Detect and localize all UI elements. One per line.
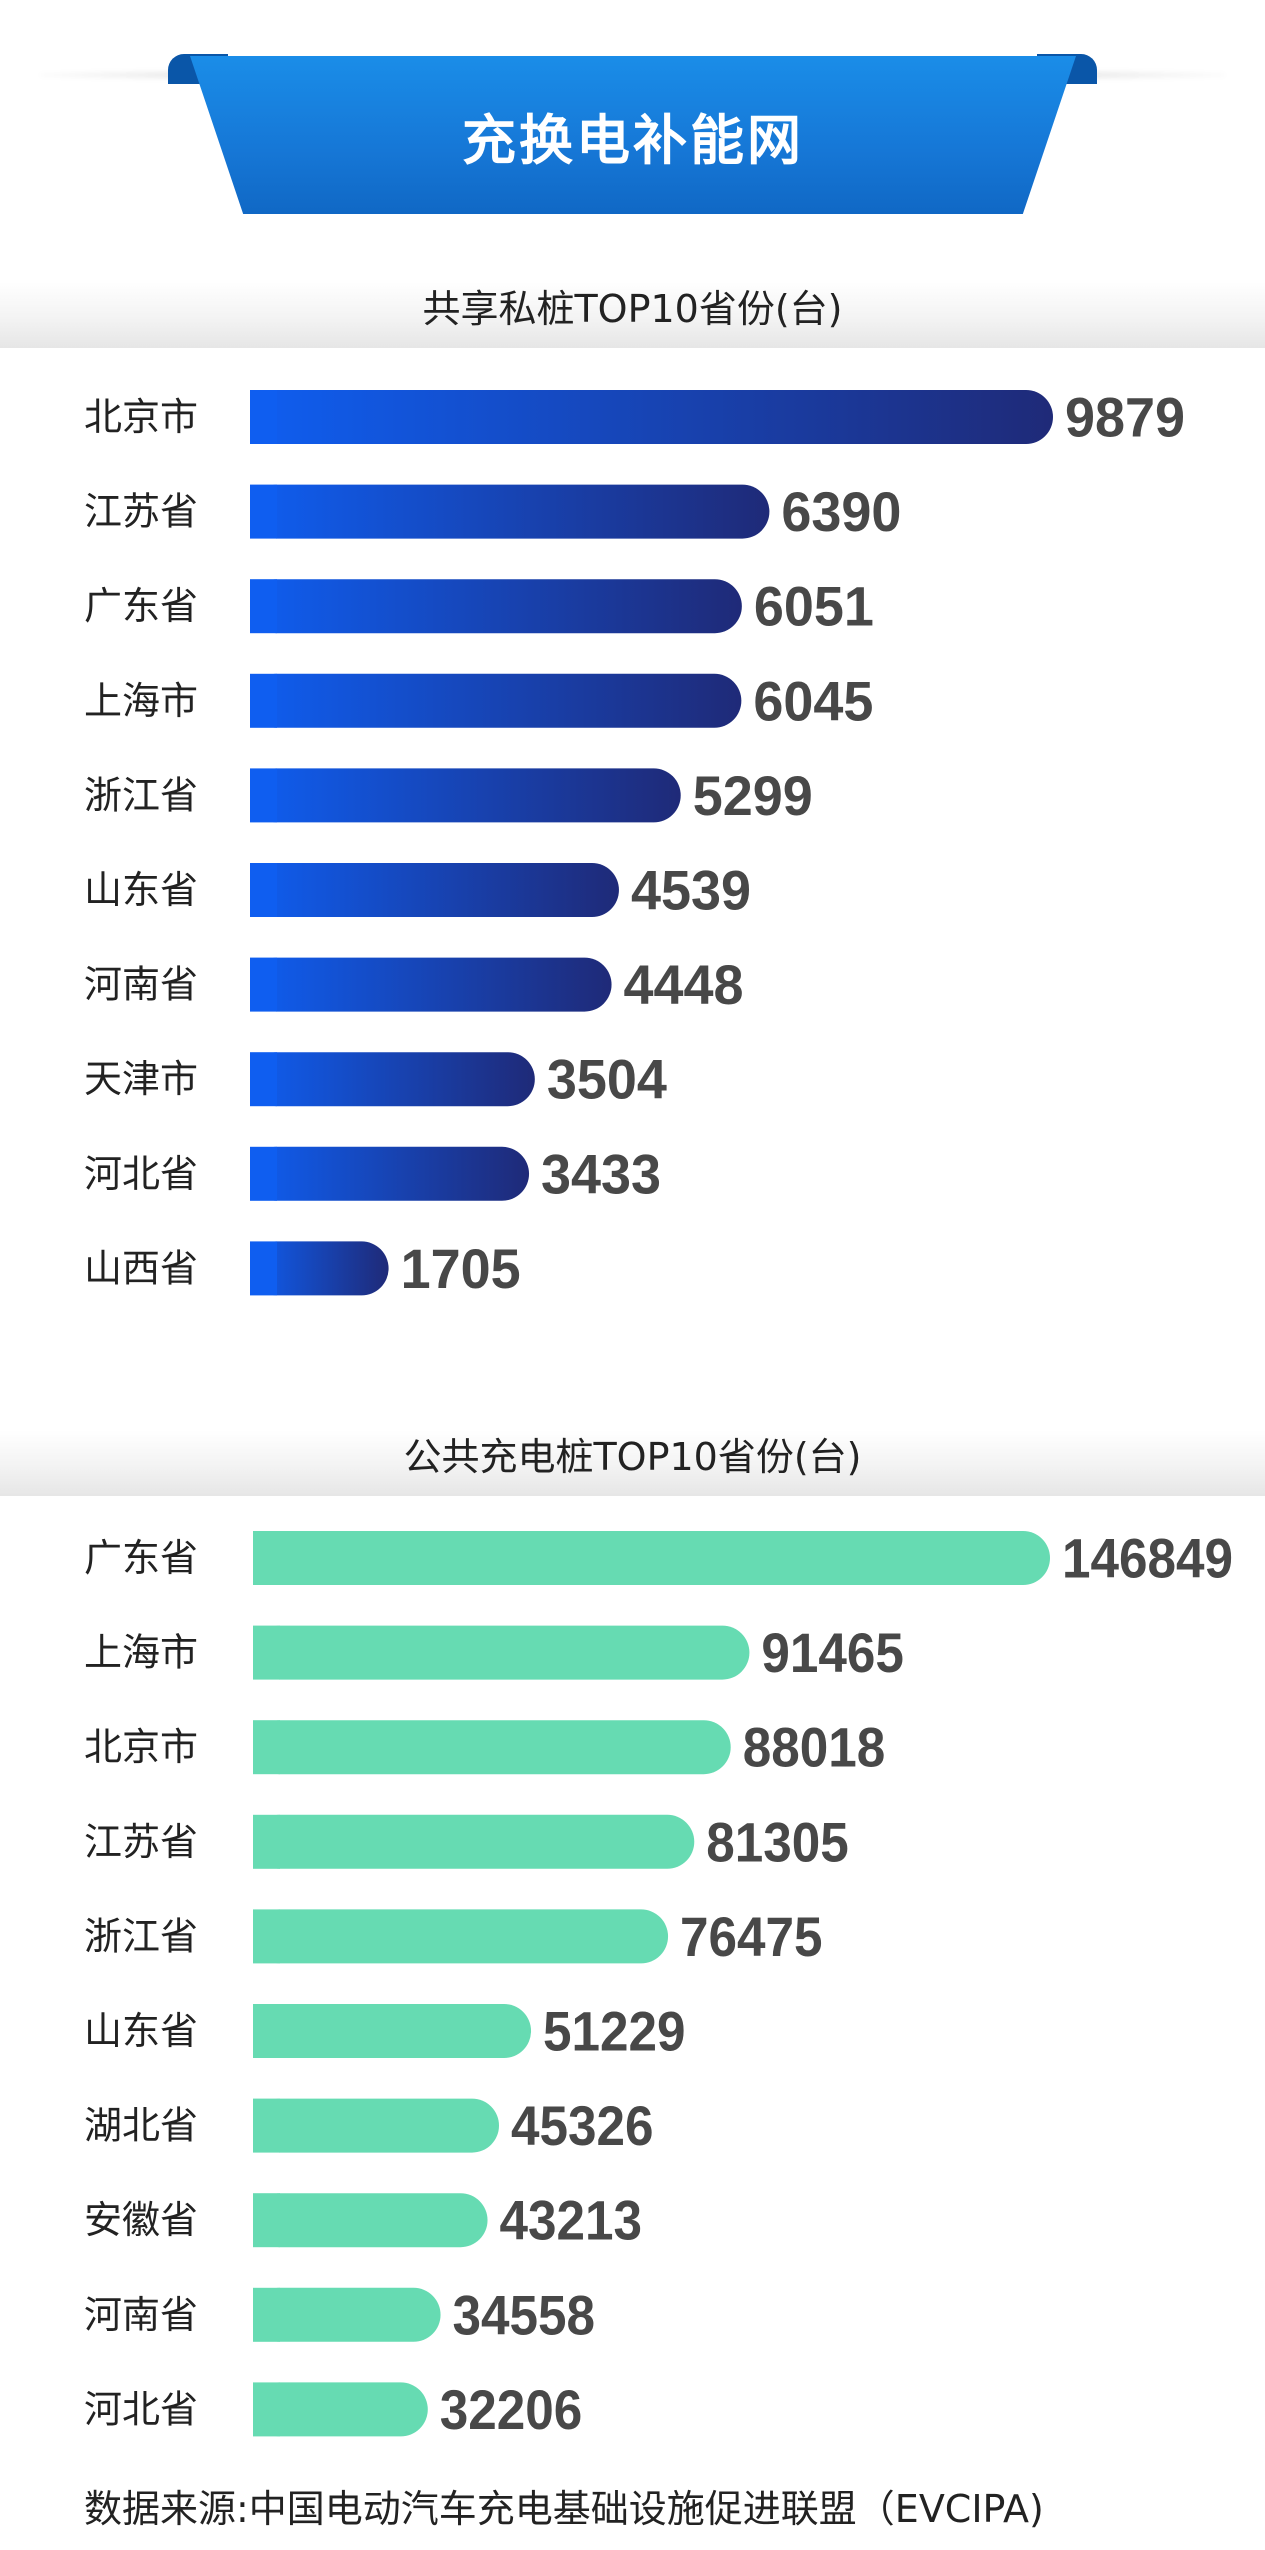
- bar-left-edge: [253, 1909, 280, 1964]
- value-label: 4448: [624, 953, 744, 1016]
- value-label: 146849: [1062, 1527, 1233, 1590]
- category-label: 山西省: [84, 1246, 198, 1290]
- value-label: 5299: [693, 764, 813, 827]
- bar-河北省: [253, 2382, 428, 2437]
- bar-left-edge: [253, 1625, 280, 1680]
- value-label: 3504: [547, 1048, 667, 1111]
- chart-public-charging-piles: 广东省 146849 上海市 91465 北京市 88018 江苏省 81305 浙江省 7647…: [84, 1527, 1233, 2441]
- bar-河南省: [253, 2287, 441, 2342]
- bar-上海市: [250, 673, 742, 728]
- bar-left-edge: [250, 673, 277, 728]
- category-label: 浙江省: [84, 773, 198, 817]
- chart-shared-private-piles: 北京市 9879 江苏省 6390 广东省 6051 上海市 6045 浙江省 5299 山东省 45…: [84, 386, 1185, 1300]
- bar-天津市: [250, 1052, 535, 1107]
- chart-1-title: 共享私桩TOP10省份(台): [422, 286, 843, 331]
- category-label: 广东省: [84, 1536, 198, 1580]
- value-label: 6390: [781, 480, 901, 543]
- bar-left-edge: [250, 390, 277, 444]
- bar-left-edge: [253, 2287, 280, 2342]
- bar-left-edge: [253, 1814, 280, 1869]
- category-label: 浙江省: [84, 1914, 198, 1958]
- bar-广东省: [250, 579, 742, 634]
- value-label: 9879: [1065, 386, 1185, 449]
- category-label: 湖北省: [84, 2104, 198, 2148]
- bar-left-edge: [253, 2193, 280, 2248]
- value-label: 4539: [631, 859, 751, 922]
- bar-浙江省: [253, 1909, 669, 1964]
- bar-浙江省: [250, 768, 681, 823]
- bar-山东省: [253, 2004, 532, 2058]
- bar-left-edge: [253, 2098, 280, 2153]
- bar-left-edge: [250, 957, 277, 1012]
- bar-left-edge: [250, 1241, 277, 1296]
- bar-北京市: [250, 390, 1053, 444]
- bar-山东省: [250, 863, 619, 917]
- bar-left-edge: [250, 1146, 277, 1201]
- bar-北京市: [253, 1720, 731, 1775]
- value-label: 88018: [743, 1716, 886, 1779]
- bar-河南省: [250, 957, 612, 1012]
- bar-left-edge: [250, 768, 277, 823]
- category-label: 北京市: [84, 1725, 198, 1769]
- bar-left-edge: [253, 2004, 280, 2058]
- banner-ribbon: [190, 56, 1076, 214]
- value-label: 45326: [511, 2094, 653, 2157]
- bar-left-edge: [253, 1720, 280, 1775]
- value-label: 91465: [761, 1621, 904, 1684]
- bar-left-edge: [250, 579, 277, 634]
- category-label: 上海市: [84, 679, 198, 723]
- bar-left-edge: [253, 1531, 280, 1585]
- category-label: 北京市: [84, 395, 198, 439]
- value-label: 6051: [754, 575, 874, 638]
- bar-安徽省: [253, 2193, 488, 2248]
- page-title: 充换电补能网: [462, 108, 804, 172]
- bar-left-edge: [250, 1052, 277, 1107]
- value-label: 32206: [440, 2378, 583, 2441]
- section-band-2: [0, 1430, 1265, 1496]
- category-label: 河南省: [84, 2293, 198, 2337]
- category-label: 河南省: [84, 963, 198, 1007]
- bar-left-edge: [250, 484, 277, 539]
- category-label: 上海市: [84, 1631, 198, 1675]
- header-banner: 充换电补能网: [0, 0, 1265, 260]
- category-label: 河北省: [84, 1152, 198, 1196]
- category-label: 广东省: [84, 584, 198, 628]
- bar-left-edge: [253, 2382, 280, 2437]
- category-label: 山东省: [84, 868, 198, 912]
- bar-湖北省: [253, 2098, 499, 2153]
- value-label: 43213: [500, 2189, 643, 2252]
- value-label: 34558: [453, 2283, 595, 2346]
- value-label: 6045: [753, 669, 873, 732]
- bar-上海市: [253, 1625, 750, 1680]
- value-label: 3433: [541, 1142, 661, 1205]
- category-label: 安徽省: [84, 2198, 198, 2242]
- value-label: 76475: [680, 1905, 823, 1968]
- bar-江苏省: [250, 484, 770, 539]
- category-label: 天津市: [84, 1057, 198, 1101]
- chart-2-title: 公共充电桩TOP10省份(台): [403, 1434, 862, 1479]
- bar-广东省: [253, 1531, 1050, 1585]
- category-label: 河北省: [84, 2387, 198, 2431]
- bar-河北省: [250, 1146, 530, 1201]
- category-label: 山东省: [84, 2009, 198, 2053]
- data-source-note: 数据来源:中国电动汽车充电基础设施促进联盟（EVCIPA): [84, 2487, 1044, 2531]
- category-label: 江苏省: [84, 490, 198, 534]
- bar-山西省: [250, 1241, 389, 1296]
- category-label: 江苏省: [84, 1820, 198, 1864]
- value-label: 51229: [543, 2000, 686, 2063]
- value-label: 81305: [706, 1810, 849, 1873]
- bar-left-edge: [250, 863, 277, 917]
- bar-江苏省: [253, 1814, 695, 1869]
- section-band-1: [0, 282, 1265, 348]
- value-label: 1705: [401, 1237, 521, 1300]
